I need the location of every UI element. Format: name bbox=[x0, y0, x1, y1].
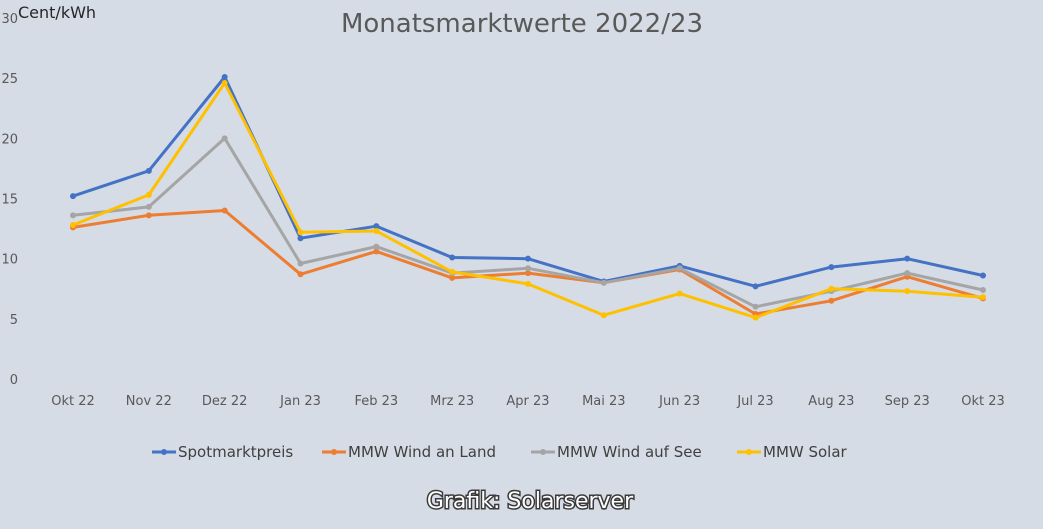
legend-label: MMW Wind auf See bbox=[557, 443, 702, 461]
y-axis-ticks: 0 5 10 15 20 25 30 bbox=[1, 12, 18, 388]
data-point bbox=[70, 193, 76, 200]
x-tick-label: Jun 23 bbox=[658, 394, 700, 409]
legend-label: MMW Solar bbox=[763, 443, 848, 461]
x-tick-label: Okt 23 bbox=[961, 394, 1005, 409]
data-point bbox=[373, 243, 380, 250]
data-point bbox=[980, 272, 986, 279]
legend-swatch-marker bbox=[161, 449, 167, 455]
data-point bbox=[145, 203, 152, 210]
data-point bbox=[676, 265, 683, 272]
data-point bbox=[980, 294, 986, 301]
data-point bbox=[221, 135, 228, 142]
data-point bbox=[221, 79, 228, 86]
data-point bbox=[525, 280, 531, 287]
x-tick-label: Aug 23 bbox=[808, 394, 854, 409]
data-point bbox=[449, 254, 456, 261]
y-tick-label: 0 bbox=[10, 373, 18, 388]
legend-swatch-marker bbox=[540, 449, 546, 455]
y-tick-label: 10 bbox=[1, 253, 18, 268]
data-point bbox=[904, 288, 911, 295]
series-line bbox=[71, 75, 985, 288]
x-tick-label: Okt 22 bbox=[51, 394, 95, 409]
y-tick-label: 20 bbox=[1, 132, 18, 147]
data-point bbox=[449, 274, 456, 281]
legend-label: MMW Wind an Land bbox=[348, 443, 496, 461]
x-tick-label: Dez 22 bbox=[202, 394, 248, 409]
y-tick-label: 5 bbox=[10, 313, 18, 328]
data-point bbox=[297, 229, 304, 236]
legend: Spotmarktpreis MMW Wind an Land MMW Wind a… bbox=[152, 443, 848, 461]
data-point bbox=[145, 212, 152, 219]
data-point bbox=[449, 268, 456, 275]
y-unit-label: Cent/kWh bbox=[18, 3, 96, 22]
legend-label: Spotmarktpreis bbox=[178, 443, 293, 461]
data-point bbox=[752, 314, 759, 321]
y-tick-label: 15 bbox=[1, 193, 18, 208]
data-point bbox=[600, 312, 607, 319]
data-point bbox=[525, 270, 531, 277]
x-tick-label: Apr 23 bbox=[506, 394, 549, 409]
legend-item: MMW Wind an Land bbox=[322, 443, 496, 461]
x-tick-label: Nov 22 bbox=[126, 394, 172, 409]
legend-swatch-marker bbox=[746, 449, 752, 455]
x-tick-label: Mrz 23 bbox=[430, 394, 474, 409]
data-point bbox=[297, 235, 304, 242]
legend-item: Spotmarktpreis bbox=[152, 443, 293, 461]
data-point bbox=[70, 212, 76, 219]
data-point bbox=[525, 265, 531, 272]
data-point bbox=[752, 283, 759, 290]
data-point bbox=[600, 279, 607, 286]
data-point bbox=[70, 221, 76, 228]
data-point bbox=[373, 227, 380, 234]
data-point bbox=[221, 207, 228, 214]
data-point bbox=[828, 297, 835, 304]
data-point bbox=[828, 285, 835, 292]
data-point bbox=[676, 290, 683, 297]
data-point bbox=[145, 167, 152, 174]
y-tick-label: 25 bbox=[1, 72, 18, 87]
data-point bbox=[297, 271, 304, 278]
x-tick-label: Jan 23 bbox=[279, 394, 321, 409]
series-3 bbox=[70, 79, 986, 321]
y-tick-label: 30 bbox=[1, 12, 18, 27]
legend-item: MMW Solar bbox=[737, 443, 848, 461]
x-axis-ticks: Okt 22 Nov 22 Dez 22 Jan 23 Feb 23 Mrz 23 Apr … bbox=[51, 394, 1005, 409]
data-point bbox=[525, 255, 531, 262]
data-point bbox=[828, 264, 835, 271]
legend-swatch-marker bbox=[331, 449, 337, 455]
data-point bbox=[980, 286, 986, 293]
x-tick-label: Feb 23 bbox=[354, 394, 398, 409]
legend-item: MMW Wind auf See bbox=[531, 443, 702, 461]
series-1 bbox=[70, 207, 986, 318]
x-tick-label: Jul 23 bbox=[736, 394, 773, 409]
data-point bbox=[297, 260, 304, 267]
x-tick-label: Mai 23 bbox=[582, 394, 625, 409]
series-group bbox=[70, 73, 986, 321]
data-point bbox=[904, 270, 911, 277]
credit-watermark: Grafik: Solarserver bbox=[427, 489, 634, 514]
chart-title: Monatsmarktwerte 2022/23 bbox=[341, 9, 703, 39]
series-line bbox=[71, 209, 985, 316]
data-point bbox=[145, 191, 152, 198]
data-point bbox=[904, 255, 911, 262]
data-point bbox=[221, 73, 228, 80]
data-point bbox=[752, 303, 759, 310]
data-point bbox=[373, 248, 380, 255]
x-tick-label: Sep 23 bbox=[885, 394, 930, 409]
data-point bbox=[373, 223, 380, 230]
